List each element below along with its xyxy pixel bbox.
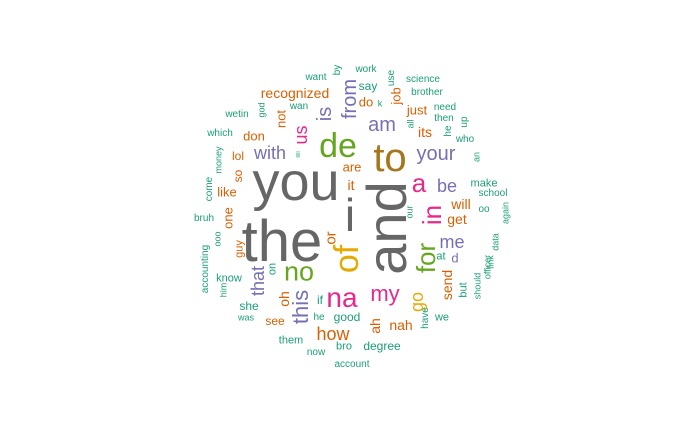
cloud-word: need [433, 102, 457, 113]
cloud-word: use [386, 69, 397, 87]
cloud-word: good [333, 310, 361, 324]
cloud-word: guy [233, 240, 246, 258]
cloud-word: a [411, 168, 427, 198]
cloud-word: of [328, 244, 366, 274]
cloud-word: officer [482, 254, 493, 280]
cloud-word: oo [478, 204, 490, 215]
cloud-word: which [207, 128, 233, 139]
cloud-word: nah [389, 317, 413, 333]
cloud-word: to [373, 136, 407, 180]
cloud-word: have [420, 307, 431, 329]
cloud-word: we [434, 311, 450, 324]
cloud-word: job [388, 87, 404, 105]
cloud-word: me [439, 232, 465, 252]
cloud-word: d [451, 250, 459, 266]
cloud-word: de [319, 127, 357, 165]
cloud-word: science [406, 74, 440, 85]
cloud-word: ooo [212, 231, 223, 247]
cloud-word: our [404, 205, 415, 219]
cloud-word: not [273, 109, 289, 129]
cloud-word: make [470, 177, 498, 190]
cloud-word: from [339, 79, 361, 119]
cloud-word: by [332, 64, 343, 76]
cloud-word: ah [367, 318, 383, 334]
cloud-word: now [306, 347, 326, 358]
cloud-word: us [291, 125, 311, 145]
cloud-word: come [204, 176, 215, 202]
cloud-word: at [436, 250, 446, 263]
cloud-word: degree [363, 339, 401, 353]
cloud-word: up [459, 116, 470, 128]
cloud-word: work [355, 64, 377, 75]
cloud-word: money [213, 146, 224, 174]
cloud-word: but [457, 282, 470, 298]
cloud-word: for [411, 242, 441, 274]
cloud-word: know [216, 272, 242, 285]
cloud-word: an [471, 151, 482, 163]
cloud-word: wan [289, 101, 309, 112]
cloud-word: this [288, 289, 313, 325]
cloud-word: its [418, 124, 432, 140]
cloud-word: send [439, 269, 455, 301]
cloud-word: ii [296, 149, 300, 160]
cloud-word: he [443, 125, 454, 137]
cloud-word: lol [231, 149, 245, 163]
cloud-word: just [406, 102, 428, 118]
cloud-word: she [239, 299, 259, 313]
cloud-word: then [434, 113, 454, 124]
cloud-word: in [417, 204, 447, 226]
cloud-word: and [355, 181, 418, 275]
cloud-word: want [305, 72, 327, 83]
cloud-word: all [405, 119, 416, 129]
cloud-word: my [370, 281, 400, 306]
cloud-word: you [252, 152, 340, 212]
cloud-word: who [455, 134, 475, 145]
cloud-word: god [256, 102, 267, 118]
cloud-word: recognized [260, 85, 330, 101]
cloud-word: should [472, 272, 483, 300]
cloud-word: k [377, 98, 383, 109]
cloud-word: don [243, 128, 265, 144]
cloud-word: get [447, 211, 467, 227]
cloud-word: see [265, 314, 285, 328]
cloud-word: him [218, 282, 229, 298]
cloud-word: brother [411, 87, 443, 98]
cloud-word: bro [336, 340, 352, 353]
cloud-word: again [500, 201, 511, 225]
cloud-word: with [253, 143, 287, 163]
cloud-word: are [342, 159, 362, 175]
cloud-word: them [278, 334, 304, 347]
cloud-word: do [358, 94, 374, 110]
cloud-word: bruh [193, 213, 215, 224]
cloud-word: accounting [200, 244, 211, 294]
cloud-word: data [490, 233, 501, 251]
cloud-word: on [266, 262, 279, 276]
cloud-word: am [368, 114, 396, 136]
cloud-word: if [317, 293, 323, 307]
cloud-word: that [248, 265, 268, 297]
cloud-word: or [322, 231, 340, 245]
cloud-word: no [283, 256, 315, 287]
cloud-word: like [217, 184, 237, 200]
cloud-word: he [313, 312, 325, 323]
cloud-word: your [416, 143, 456, 165]
cloud-word: wetin [225, 109, 249, 120]
cloud-word: i [344, 189, 356, 241]
cloud-word: how [316, 324, 350, 344]
cloud-word: was [237, 312, 255, 323]
cloud-word: will [451, 196, 471, 212]
cloud-word: oh [276, 291, 292, 307]
cloud-word: is [314, 106, 336, 122]
cloud-word: be [436, 176, 458, 196]
cloud-word: na [326, 282, 358, 313]
cloud-word: school [478, 188, 508, 199]
cloud-word: so [231, 169, 245, 183]
cloud-word: say [358, 79, 378, 93]
cloud-word: the [241, 209, 323, 274]
cloud-word: it [347, 177, 355, 193]
cloud-word: one [220, 207, 236, 229]
cloud-word: account [334, 359, 370, 370]
